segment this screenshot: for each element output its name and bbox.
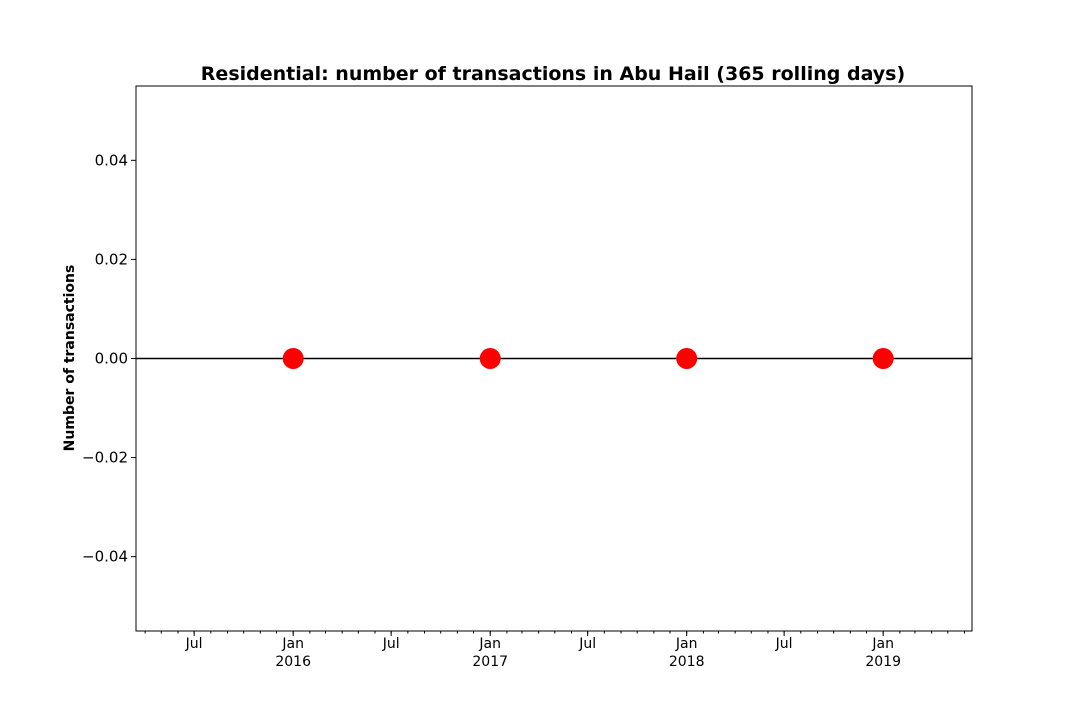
data-point <box>872 348 894 369</box>
y-tick-label: −0.04 <box>82 548 128 566</box>
x-tick-year-label: 2019 <box>865 654 901 670</box>
x-tick-label: Jan <box>675 636 698 652</box>
y-tick-label: −0.02 <box>82 449 128 467</box>
y-tick-label: 0.04 <box>95 151 128 169</box>
data-point <box>676 348 698 369</box>
y-tick-label: 0.00 <box>95 350 128 368</box>
x-tick-year-label: 2018 <box>669 654 705 670</box>
x-tick-label: Jan <box>871 636 894 652</box>
x-tick-year-label: 2017 <box>472 654 508 670</box>
x-tick-label: Jan <box>281 636 304 652</box>
x-tick-label: Jan <box>478 636 501 652</box>
x-tick-label: Jul <box>775 636 793 652</box>
plot-area: 0.04 0.02 0.00 −0.02 −0.04 Jul Jan 2016 Jul Jan 20… <box>82 85 973 670</box>
y-tick-label: 0.02 <box>95 250 128 268</box>
x-tick-label: Jul <box>578 636 596 652</box>
data-point <box>479 348 501 369</box>
chart-title: Residential: number of transactions in A… <box>201 63 905 85</box>
y-axis-label: Number of transactions <box>62 265 78 452</box>
x-tick-year-label: 2016 <box>275 654 311 670</box>
data-point <box>282 348 304 369</box>
x-tick-label: Jul <box>185 636 203 652</box>
x-tick-label: Jul <box>382 636 400 652</box>
